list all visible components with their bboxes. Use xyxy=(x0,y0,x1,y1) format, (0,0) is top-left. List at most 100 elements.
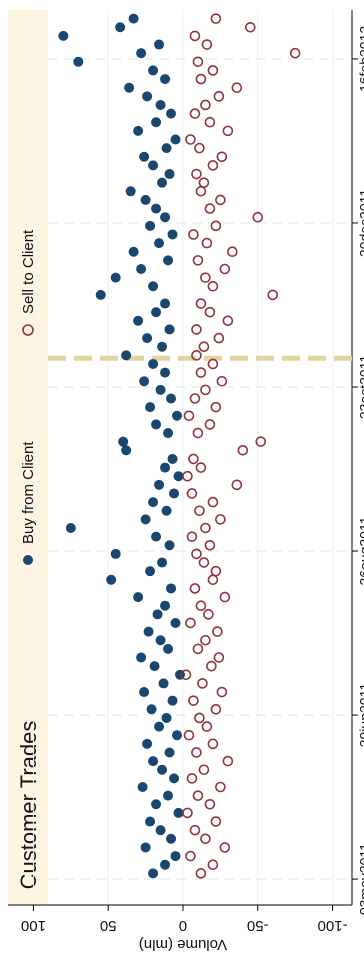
point xyxy=(169,488,180,499)
point xyxy=(195,73,207,85)
point xyxy=(166,833,177,844)
point xyxy=(157,341,168,352)
point xyxy=(255,436,267,447)
point xyxy=(133,125,144,136)
point xyxy=(207,358,219,370)
point xyxy=(192,56,204,68)
point xyxy=(73,56,84,67)
point xyxy=(215,194,226,206)
point xyxy=(189,108,201,119)
point xyxy=(163,643,174,654)
point xyxy=(110,548,121,559)
point xyxy=(219,263,231,275)
y-tick-label: 0 xyxy=(179,917,187,934)
point xyxy=(195,462,207,473)
point xyxy=(201,39,213,50)
point xyxy=(188,229,199,240)
point xyxy=(189,30,201,42)
point xyxy=(180,669,192,681)
point xyxy=(244,21,256,33)
legend-label: Buy from Client xyxy=(20,441,37,544)
point xyxy=(210,13,222,24)
point xyxy=(204,306,216,318)
point xyxy=(219,591,231,603)
point xyxy=(192,643,204,655)
point xyxy=(200,272,211,283)
point xyxy=(198,557,210,568)
point xyxy=(133,315,144,326)
point xyxy=(160,74,171,85)
point xyxy=(164,169,175,180)
point xyxy=(170,851,181,862)
point xyxy=(140,842,151,853)
point xyxy=(128,13,139,24)
point xyxy=(164,540,175,551)
point xyxy=(160,367,171,378)
point xyxy=(183,729,195,741)
point xyxy=(172,410,183,421)
point xyxy=(155,99,166,110)
point xyxy=(148,756,159,767)
point xyxy=(216,375,228,387)
point xyxy=(204,203,216,214)
point xyxy=(191,747,202,758)
point xyxy=(161,143,172,154)
point xyxy=(155,635,166,646)
point xyxy=(110,272,121,283)
point xyxy=(198,341,210,353)
point xyxy=(142,333,153,344)
point xyxy=(204,419,216,430)
point xyxy=(189,824,201,836)
point xyxy=(222,755,234,767)
point xyxy=(136,48,147,59)
point xyxy=(186,488,198,499)
point xyxy=(210,704,222,715)
point xyxy=(163,428,174,439)
point xyxy=(194,505,205,517)
point xyxy=(200,99,211,111)
point xyxy=(145,816,156,827)
point xyxy=(158,678,169,689)
point xyxy=(148,497,159,508)
x-tick-label: 20dec2011 xyxy=(357,189,364,257)
point xyxy=(148,868,159,879)
point xyxy=(195,367,207,378)
point xyxy=(195,600,207,612)
point xyxy=(195,868,207,879)
point xyxy=(152,609,163,620)
legend-strip xyxy=(8,10,48,905)
point xyxy=(121,350,132,361)
point xyxy=(128,246,139,257)
point xyxy=(183,410,195,422)
point xyxy=(185,850,196,862)
point xyxy=(215,781,226,793)
point xyxy=(164,324,175,335)
point xyxy=(146,704,157,715)
point xyxy=(252,211,264,223)
point xyxy=(185,134,196,145)
point xyxy=(192,427,204,439)
point xyxy=(197,678,208,689)
point xyxy=(170,617,181,628)
point xyxy=(163,255,174,266)
point xyxy=(289,47,301,59)
point xyxy=(145,566,156,577)
point xyxy=(191,350,202,361)
point xyxy=(194,712,205,724)
legend-marker xyxy=(23,555,33,565)
point xyxy=(136,652,147,663)
point xyxy=(148,160,159,171)
point xyxy=(157,177,168,188)
point xyxy=(198,177,210,188)
point xyxy=(210,816,222,827)
point xyxy=(106,574,117,585)
point xyxy=(173,807,184,818)
point xyxy=(222,125,234,137)
point xyxy=(151,203,162,214)
point xyxy=(151,799,162,810)
point xyxy=(182,470,193,482)
point xyxy=(213,332,225,344)
point xyxy=(148,65,159,76)
point xyxy=(200,522,211,534)
point xyxy=(215,514,226,525)
